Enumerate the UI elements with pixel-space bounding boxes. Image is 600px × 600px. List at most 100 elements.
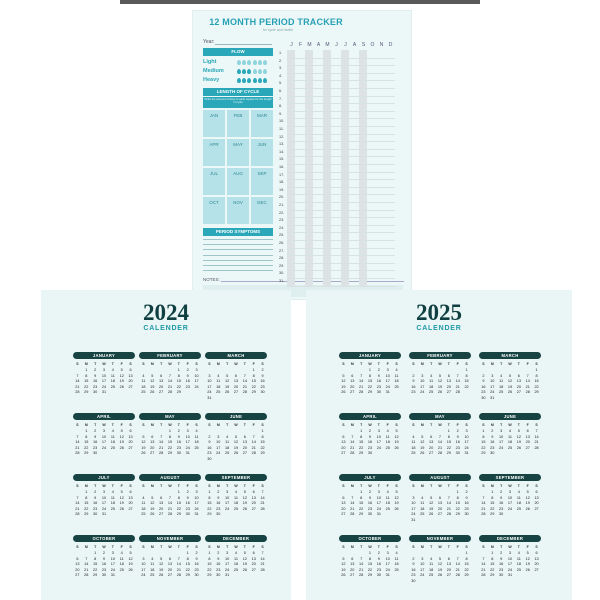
calendar-day: 10 bbox=[101, 434, 107, 439]
calendar-day: 1 bbox=[261, 429, 264, 433]
calendar-day: 26 bbox=[525, 506, 530, 511]
calendar-day: 25 bbox=[141, 390, 146, 395]
calendar-day: 22 bbox=[185, 567, 190, 572]
calendar-day: 6 bbox=[160, 373, 163, 378]
flow-light-row: Light bbox=[203, 59, 273, 66]
calendar-day: 30 bbox=[185, 512, 190, 517]
symptoms-lines[interactable] bbox=[203, 239, 273, 275]
calendar-day: 2 bbox=[500, 490, 503, 494]
cycle-cell-jan[interactable]: JAN bbox=[203, 110, 225, 137]
calendar-day: 20 bbox=[75, 567, 80, 572]
month-name: OCTOBER bbox=[339, 535, 401, 542]
cycle-cell-may[interactable]: MAY bbox=[227, 139, 249, 166]
calendar-day: 9 bbox=[465, 495, 468, 500]
calendar-day: 12 bbox=[242, 495, 247, 500]
calendar-2025-page: 2025 CALENDER JANUARY S M T W T F S 1 2 3 4 5 6 7 8 9 10 1… bbox=[306, 290, 572, 600]
calendar-day: 8 bbox=[360, 434, 363, 439]
calendar-day: 25 bbox=[385, 506, 390, 511]
calendar-day: 12 bbox=[341, 562, 346, 567]
calendar-day: 22 bbox=[481, 445, 486, 450]
weekday-initial: T bbox=[226, 545, 229, 549]
calendar-day: 27 bbox=[128, 506, 133, 511]
weekday-initial: S bbox=[535, 362, 538, 366]
weekday-initial: M bbox=[490, 423, 494, 427]
day-grid: 1 2 3 4 5 6 7 8 9 10 11 12 13 14 15 16 17 18 19 20 21 22 23 24 2… bbox=[479, 429, 541, 455]
calendar-day: 5 bbox=[243, 551, 246, 555]
cycle-cell-aug[interactable]: AUG bbox=[227, 168, 249, 195]
cycle-cell-jul[interactable]: JUL bbox=[203, 168, 225, 195]
calendar-day: 16 bbox=[101, 562, 107, 567]
calendar-day: 24 bbox=[464, 445, 469, 450]
calendar-day: 18 bbox=[141, 384, 146, 389]
cycle-cell-oct[interactable]: OCT bbox=[203, 197, 225, 224]
calendar-day: 31 bbox=[385, 390, 390, 395]
calendar-day: 26 bbox=[242, 506, 247, 511]
calendar-day: 28 bbox=[167, 390, 173, 395]
calendar-day: 14 bbox=[167, 501, 173, 506]
calendar-day: 18 bbox=[141, 506, 146, 511]
calendar-day: 5 bbox=[517, 429, 520, 433]
weekday-initial: M bbox=[216, 362, 220, 366]
calendar-day: 26 bbox=[119, 384, 124, 389]
calendar-day: 28 bbox=[159, 451, 164, 456]
grid-row-line bbox=[287, 262, 395, 264]
calendar-day: 2 bbox=[208, 434, 211, 439]
cycle-cell-sep[interactable]: SEP bbox=[251, 168, 273, 195]
calendar-day: 13 bbox=[341, 501, 346, 506]
grid-day-number: 14. bbox=[279, 149, 285, 154]
cycle-cell-apr[interactable]: APR bbox=[203, 139, 225, 166]
calendar-day: 4 bbox=[421, 495, 424, 500]
cycle-cell-feb[interactable]: FEB bbox=[227, 110, 249, 137]
calendar-day: 29 bbox=[367, 390, 373, 395]
calendar-day: 19 bbox=[141, 445, 146, 450]
cycle-cell-dec[interactable]: DEC bbox=[251, 197, 273, 224]
calendar-day: 1 bbox=[360, 490, 363, 494]
day-grid: 1 2 3 4 5 6 7 8 9 10 11 12 13 14 15 16 17 18 19 20 21 22 23 24 2… bbox=[73, 429, 135, 455]
grid-month-header: O bbox=[370, 42, 375, 48]
cycle-cell-nov[interactable]: NOV bbox=[227, 197, 249, 224]
calendar-day: 1 bbox=[85, 429, 88, 433]
calendar-day: 18 bbox=[150, 567, 155, 572]
calendar-day: 23 bbox=[93, 445, 98, 450]
calendar-day: 14 bbox=[75, 440, 80, 445]
calendar-day: 19 bbox=[225, 384, 230, 389]
day-grid: 1 2 3 4 5 6 7 8 9 10 11 12 13 14 15 16 17 18 19 20 21 22 23 24 2… bbox=[73, 551, 135, 577]
calendar-day: 16 bbox=[367, 501, 373, 506]
calendar-day: 3 bbox=[111, 551, 114, 555]
calendar-day: 8 bbox=[261, 434, 264, 439]
calendar-day: 9 bbox=[217, 556, 220, 561]
calendar-day: 9 bbox=[456, 434, 459, 439]
calendar-day: 27 bbox=[534, 567, 539, 572]
calendar-day: 19 bbox=[128, 562, 133, 567]
calendar-day: 5 bbox=[395, 490, 398, 494]
calendar-day: 19 bbox=[119, 501, 124, 506]
calendar-day: 20 bbox=[429, 445, 434, 450]
empty-day bbox=[240, 429, 249, 433]
calendar-day: 16 bbox=[481, 384, 486, 389]
calendar-day: 9 bbox=[482, 379, 485, 384]
weekday-initial: F bbox=[386, 362, 389, 366]
calendar-year: 2024 bbox=[143, 300, 189, 325]
calendar-day: 19 bbox=[437, 384, 443, 389]
calendar-day: 9 bbox=[412, 379, 415, 384]
grid-day-number: 1. bbox=[279, 51, 283, 55]
calendar-day: 15 bbox=[207, 501, 212, 506]
calendar-day: 2 bbox=[482, 373, 485, 378]
cycle-cell-mar[interactable]: MAR bbox=[251, 110, 273, 137]
calendar-day: 24 bbox=[185, 445, 190, 450]
weekday-initial: M bbox=[84, 423, 88, 427]
weekday-initial: S bbox=[482, 545, 485, 549]
calendar-day: 1 bbox=[186, 551, 189, 555]
calendar-day: 1 bbox=[208, 490, 211, 494]
weekday-initial: M bbox=[490, 545, 494, 549]
cycle-cell-jun[interactable]: JUN bbox=[251, 139, 273, 166]
calendar-day: 24 bbox=[101, 445, 107, 450]
calendar-day: 23 bbox=[207, 451, 212, 456]
calendar-day: 19 bbox=[394, 501, 399, 506]
month-name: AUGUST bbox=[139, 474, 201, 481]
grid-day-number: 28. bbox=[279, 256, 285, 261]
